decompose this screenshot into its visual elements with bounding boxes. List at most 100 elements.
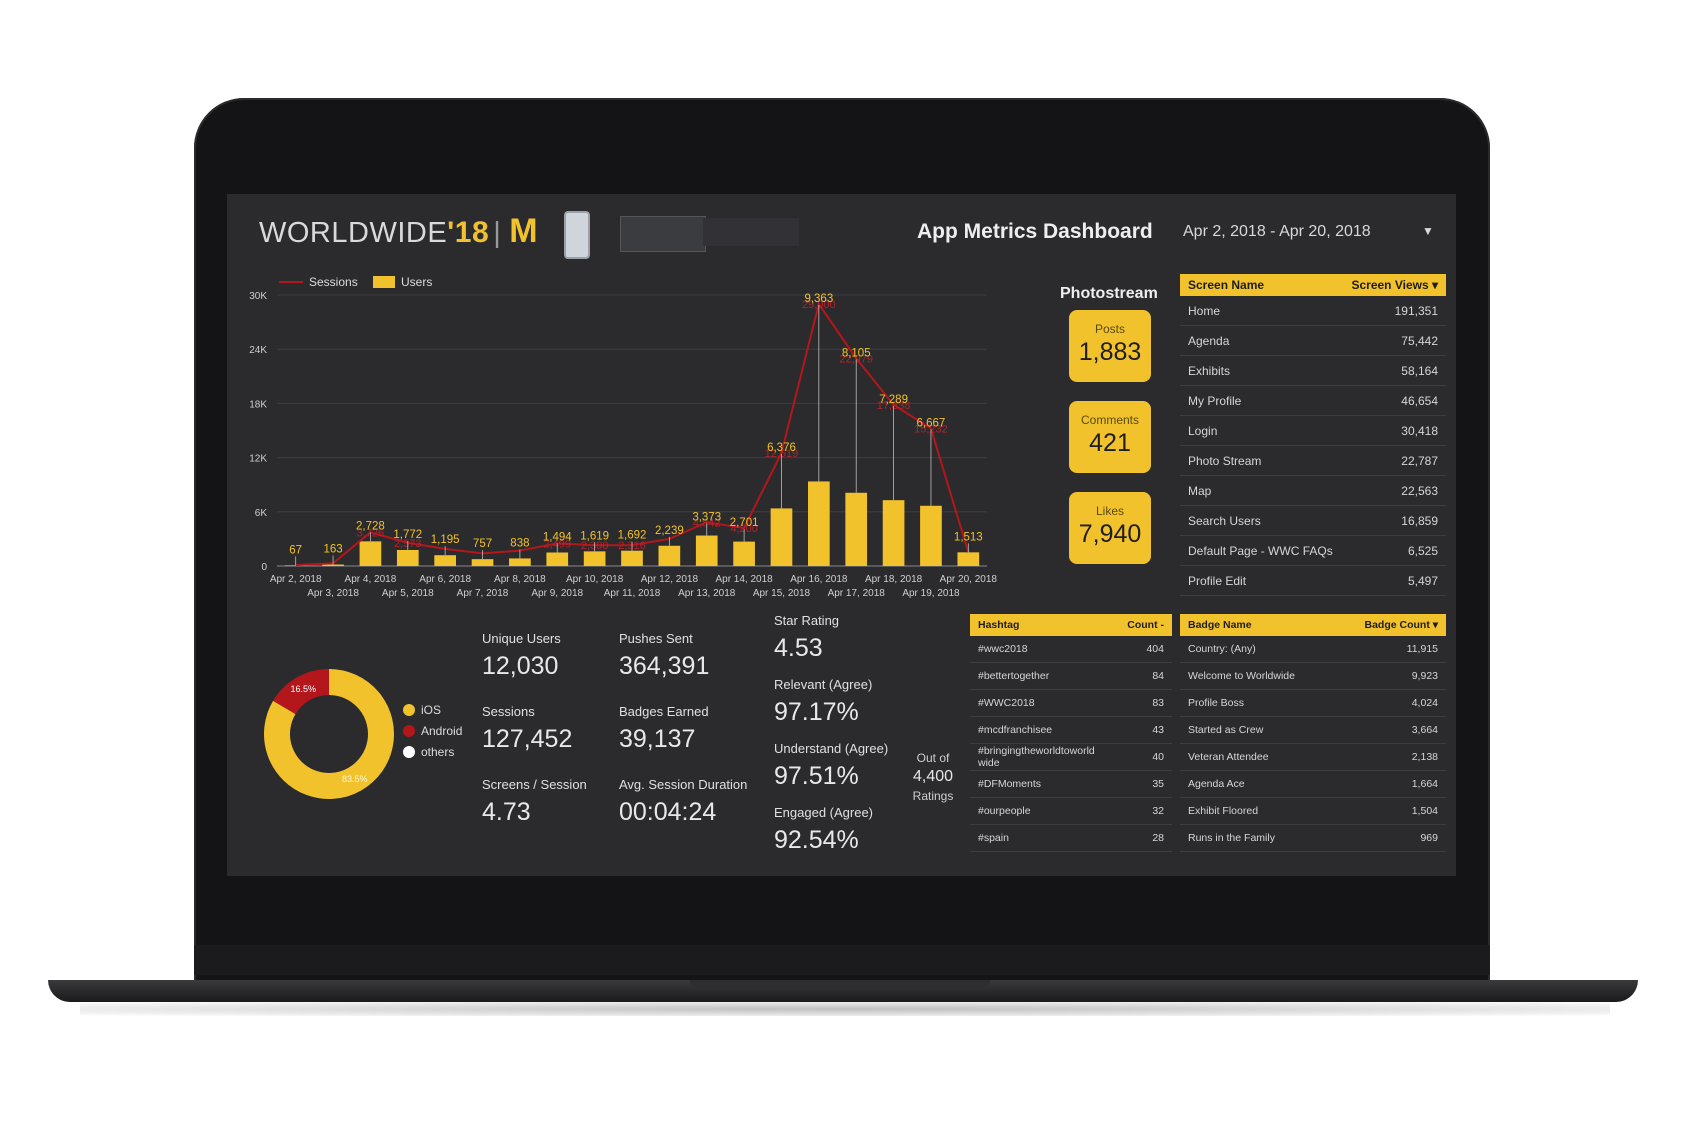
row-name: Agenda Ace — [1188, 778, 1245, 790]
bar — [920, 505, 942, 566]
table-row[interactable]: Profile Edit 5,497 — [1180, 566, 1446, 596]
col-screen-name[interactable]: Screen Name — [1188, 278, 1265, 292]
table-row[interactable]: Veteran Attendee 2,138 — [1180, 744, 1446, 771]
x-tick-label: Apr 6, 2018 — [419, 574, 471, 585]
table-row[interactable]: Runs in the Family 969 — [1180, 825, 1446, 852]
row-name: Exhibit Floored — [1188, 805, 1259, 817]
metric-label: Avg. Session Duration — [619, 777, 748, 792]
bar-data-label: 7,289 — [879, 394, 908, 406]
metric-value: 97.17% — [774, 698, 859, 726]
laptop-shadow — [80, 1002, 1610, 1016]
row-name: Country: (Any) — [1188, 643, 1256, 655]
table-row[interactable]: Profile Boss 4,024 — [1180, 690, 1446, 717]
table-row[interactable]: Default Page - WWC FAQs 6,525 — [1180, 536, 1446, 566]
row-value: 3,664 — [1411, 724, 1438, 736]
faded-thumbnail — [703, 218, 799, 246]
y-tick-label: 18K — [249, 399, 267, 410]
bar-data-label: 838 — [510, 537, 529, 549]
donut-slice-label: 83.5% — [342, 774, 368, 784]
x-tick-label: Apr 2, 2018 — [270, 574, 322, 585]
x-tick-label: Apr 18, 2018 — [865, 574, 923, 585]
table-row[interactable]: Map 22,563 — [1180, 476, 1446, 506]
bar — [808, 481, 830, 566]
row-name: Default Page - WWC FAQs — [1188, 543, 1333, 558]
col-screen-views[interactable]: Screen Views ▾ — [1351, 278, 1438, 292]
bar-data-label: 1,692 — [618, 530, 647, 542]
row-value: 969 — [1420, 832, 1438, 844]
legend-ios: iOS — [403, 703, 441, 717]
row-name: My Profile — [1188, 393, 1242, 408]
col-badge-count[interactable]: Badge Count ▾ — [1364, 619, 1438, 631]
table-row[interactable]: #ourpeople 32 — [970, 798, 1172, 825]
table-row[interactable]: Country: (Any) 11,915 — [1180, 636, 1446, 663]
table-row[interactable]: Home 191,351 — [1180, 296, 1446, 326]
table-row[interactable]: #DFMoments 35 — [970, 771, 1172, 798]
row-value: 1,664 — [1411, 778, 1438, 790]
sessions-line — [295, 301, 970, 567]
table-header[interactable]: Hashtag Count - — [970, 614, 1172, 636]
x-tick-label: Apr 10, 2018 — [566, 574, 624, 585]
donut-slice-ios — [264, 669, 394, 799]
x-tick-label: Apr 11, 2018 — [604, 588, 661, 599]
row-value: 5,497 — [1407, 573, 1438, 588]
bar-data-label: 2,701 — [730, 517, 759, 529]
x-tick-label: Apr 19, 2018 — [902, 588, 960, 599]
table-row[interactable]: #bettertogether 84 — [970, 663, 1172, 690]
row-value: 58,164 — [1401, 363, 1438, 378]
bar — [359, 541, 382, 566]
col-hashtag[interactable]: Hashtag — [978, 619, 1020, 631]
table-row[interactable]: #wwc2018 404 — [970, 636, 1172, 663]
table-row[interactable]: My Profile 46,654 — [1180, 386, 1446, 416]
metric-value: 4.73 — [482, 798, 531, 826]
table-row[interactable]: #bringingtheworldtoworld wide 40 — [970, 744, 1172, 771]
row-name: Agenda — [1188, 333, 1230, 348]
date-range-selector[interactable]: Apr 2, 2018 - Apr 20, 2018 — [1183, 223, 1371, 240]
avg-session-metric: Avg. Session Duration 00:04:24 — [619, 777, 747, 827]
comments-label: Comments — [1080, 413, 1139, 427]
legend-ios-label: iOS — [421, 703, 442, 717]
metric-label: Badges Earned — [619, 704, 709, 719]
y-tick-label: 30K — [249, 291, 267, 302]
table-row[interactable]: #spain 28 — [970, 825, 1172, 852]
table-row[interactable]: #WWC2018 83 — [970, 690, 1172, 717]
row-value: 11,915 — [1406, 643, 1438, 655]
row-value: 191,351 — [1394, 303, 1438, 318]
table-row[interactable]: Login 30,418 — [1180, 416, 1446, 446]
table-row[interactable]: Photo Stream 22,787 — [1180, 446, 1446, 476]
star-rating-metric: Star Rating 4.53 — [774, 613, 839, 663]
row-name: #ourpeople — [978, 805, 1031, 817]
table-row[interactable]: Welcome to Worldwide 9,923 — [1180, 663, 1446, 690]
table-row[interactable]: Exhibits 58,164 — [1180, 356, 1446, 386]
table-row[interactable]: Exhibit Floored 1,504 — [1180, 798, 1446, 825]
col-badge-name[interactable]: Badge Name — [1188, 619, 1252, 631]
table-header[interactable]: Badge Name Badge Count ▾ — [1180, 614, 1446, 636]
chevron-down-icon[interactable]: ▼ — [1422, 224, 1434, 238]
row-name: Veteran Attendee — [1188, 751, 1269, 763]
sessions-data-label: 29,000 — [802, 299, 836, 311]
metric-label: Pushes Sent — [619, 631, 693, 646]
row-value: 6,525 — [1407, 543, 1438, 558]
table-row[interactable]: Search Users 16,859 — [1180, 506, 1446, 536]
col-count[interactable]: Count - — [1127, 619, 1164, 631]
photostream-title: Photostream — [1060, 285, 1158, 302]
laptop-chin — [194, 945, 1490, 975]
table-header[interactable]: Screen Name Screen Views ▾ — [1180, 274, 1446, 296]
table-row[interactable]: Agenda Ace 1,664 — [1180, 771, 1446, 798]
row-value: 30,418 — [1401, 423, 1438, 438]
legend-others: others — [403, 745, 454, 759]
row-value: 46,654 — [1401, 393, 1438, 408]
table-row[interactable]: #mcdfranchisee 43 — [970, 717, 1172, 744]
worldwide-logo: WORLDWIDE'18 | M — [259, 212, 538, 251]
table-row[interactable]: Started as Crew 3,664 — [1180, 717, 1446, 744]
bar — [845, 492, 868, 566]
table-row[interactable]: Agenda 75,442 — [1180, 326, 1446, 356]
row-name: #DFMoments — [978, 778, 1042, 790]
legend-android: Android — [403, 724, 462, 738]
row-name: Search Users — [1188, 513, 1261, 528]
bar — [471, 559, 494, 566]
others-dot-icon — [403, 746, 415, 758]
y-tick-label: 24K — [249, 345, 267, 356]
x-tick-label: Apr 8, 2018 — [494, 574, 546, 585]
logo-text: WORLDWIDE — [259, 217, 448, 249]
ratings-prefix: Out of — [916, 751, 950, 765]
